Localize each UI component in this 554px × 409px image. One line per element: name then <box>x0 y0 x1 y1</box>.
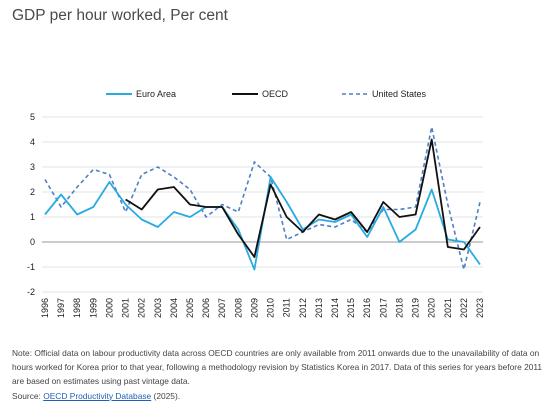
series-line-oecd <box>125 138 481 258</box>
y-tick-label: 1 <box>30 212 35 222</box>
x-tick-label: 2022 <box>459 298 469 318</box>
legend-label: Euro Area <box>136 89 176 99</box>
x-tick-label: 2023 <box>475 298 485 318</box>
x-tick-label: 2018 <box>394 298 404 318</box>
x-tick-label: 2010 <box>266 298 276 318</box>
chart-footnote: Note: Official data on labour productivi… <box>12 346 550 403</box>
x-tick-label: 1996 <box>40 298 50 318</box>
x-tick-label: 1999 <box>88 298 98 318</box>
source-link[interactable]: OECD Productivity Database <box>43 390 152 401</box>
x-tick-label: 2016 <box>362 298 372 318</box>
source-line: Source: OECD Productivity Database (2025… <box>12 389 550 403</box>
x-tick-label: 2021 <box>443 298 453 318</box>
x-tick-label: 2009 <box>249 298 259 318</box>
legend-label: United States <box>372 89 427 99</box>
x-tick-label: 2013 <box>314 298 324 318</box>
legend-label: OECD <box>262 89 289 99</box>
y-tick-label: -1 <box>27 262 35 272</box>
x-tick-label: 2014 <box>330 298 340 318</box>
x-tick-label: 2002 <box>137 298 147 318</box>
y-tick-label: 0 <box>30 237 35 247</box>
x-tick-label: 2008 <box>233 298 243 318</box>
page-title: GDP per hour worked, Per cent <box>12 7 228 24</box>
y-tick-label: 3 <box>30 162 35 172</box>
x-tick-label: 2000 <box>104 298 114 318</box>
y-tick-label: 5 <box>30 112 35 122</box>
x-tick-label: 2020 <box>427 298 437 318</box>
note-text: Note: Official data on labour productivi… <box>12 348 543 387</box>
x-tick-label: 2017 <box>378 298 388 318</box>
x-tick-label: 2007 <box>217 298 227 318</box>
x-tick-label: 2015 <box>346 298 356 318</box>
x-tick-label: 2001 <box>121 298 131 318</box>
source-suffix: (2025). <box>151 390 181 401</box>
y-tick-label: 4 <box>30 137 35 147</box>
source-prefix: Source: <box>12 390 44 401</box>
x-tick-label: 1998 <box>72 298 82 318</box>
x-tick-label: 2006 <box>201 298 211 318</box>
x-tick-label: 2011 <box>282 298 292 317</box>
x-tick-label: 2019 <box>411 298 421 318</box>
x-tick-label: 2005 <box>185 298 195 318</box>
series-line-united-states <box>44 126 481 271</box>
line-chart: 5 4 3 2 1 0 -1 -2 1996 1997 1998 1999 2000 2001 2002 20… <box>27 89 485 318</box>
x-tick-label: 2012 <box>298 298 308 318</box>
y-tick-label: -2 <box>27 287 35 297</box>
x-tick-label: 1997 <box>56 298 66 318</box>
y-tick-label: 2 <box>30 187 35 197</box>
x-tick-label: 2004 <box>169 298 179 318</box>
x-tick-label: 2003 <box>153 298 163 318</box>
